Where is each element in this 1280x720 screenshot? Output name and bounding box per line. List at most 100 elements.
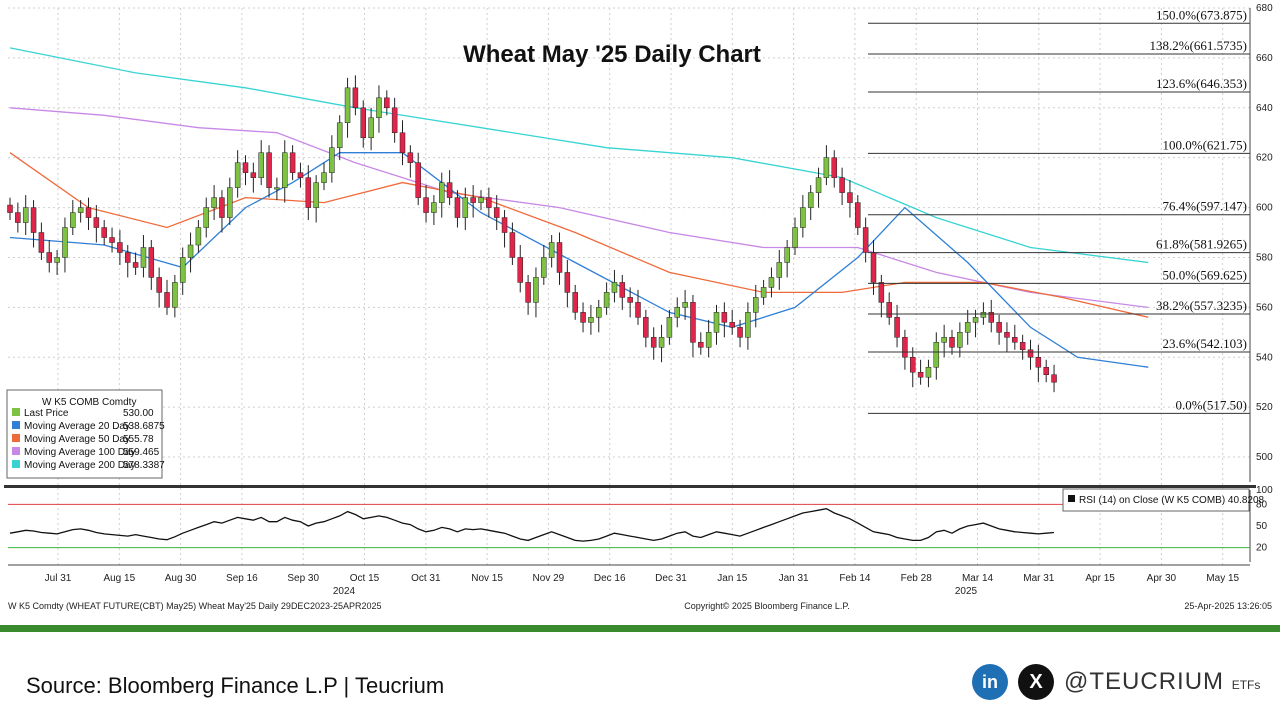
- x-tick-label: Feb 14: [839, 573, 871, 584]
- candle-body: [85, 207, 92, 218]
- candle-body: [972, 317, 979, 323]
- candle-body: [431, 202, 437, 213]
- fib-level-label: 123.6%(646.353): [1156, 76, 1247, 91]
- y-tick-label: 520: [1256, 402, 1273, 413]
- x-tick-label: Oct 31: [411, 573, 441, 584]
- rsi-tick-label: 20: [1256, 543, 1268, 554]
- candle-body: [109, 237, 115, 243]
- candle-body: [242, 162, 249, 173]
- candle-body: [596, 307, 602, 318]
- candle-body: [132, 262, 139, 268]
- candle-body: [101, 227, 107, 238]
- candle-body: [478, 197, 484, 203]
- y-tick-label: 680: [1256, 3, 1273, 14]
- x-tick-label: Feb 28: [901, 573, 933, 584]
- candle-body: [941, 337, 947, 343]
- x-tick-label: Nov 29: [533, 573, 565, 584]
- fib-level-label: 138.2%(661.5735): [1150, 38, 1248, 53]
- fib-level-label: 76.4%(597.147): [1163, 199, 1248, 214]
- moving-average-line: [9, 107, 1149, 309]
- y-tick-label: 580: [1256, 252, 1273, 263]
- candle-body: [768, 277, 775, 288]
- candle-body: [800, 207, 806, 228]
- candle-body: [737, 327, 743, 338]
- candle-body: [117, 242, 123, 253]
- candle-body: [753, 297, 759, 313]
- candle-body: [7, 204, 13, 213]
- candle-body: [690, 302, 696, 343]
- x-tick-label: Jan 31: [779, 573, 809, 584]
- candle-body: [266, 152, 272, 188]
- candle-body: [329, 147, 335, 173]
- rsi-tick-label: 50: [1256, 521, 1268, 532]
- candle-body: [917, 371, 924, 378]
- copyright-text: Copyright© 2025 Bloomberg Finance L.P.: [684, 601, 850, 611]
- fib-level-label: 50.0%(569.625): [1163, 267, 1248, 282]
- handle-suffix: ETFs: [1231, 678, 1261, 692]
- fib-level-label: 38.2%(557.3235): [1156, 298, 1247, 313]
- social-links: in X @TEUCRIUM ETFs: [972, 664, 1260, 700]
- candle-body: [588, 317, 594, 323]
- candle-body: [855, 202, 861, 228]
- fib-level-label: 150.0%(673.875): [1156, 7, 1247, 22]
- candle-body: [250, 172, 257, 178]
- candle-body: [22, 207, 29, 223]
- candle-body: [509, 232, 516, 258]
- candle-body: [352, 87, 359, 109]
- teucrium-handle[interactable]: @TEUCRIUM ETFs: [1064, 668, 1260, 696]
- candle-body: [407, 152, 414, 163]
- candle-body: [823, 157, 830, 178]
- x-tick-label: Apr 15: [1085, 573, 1115, 584]
- x-tick-label: Jul 31: [45, 573, 72, 584]
- candle-body: [1051, 374, 1057, 383]
- candle-body: [313, 182, 319, 208]
- x-icon[interactable]: X: [1018, 664, 1054, 700]
- legend-entry-name: Moving Average 50 Day: [24, 434, 130, 445]
- candle-body: [776, 262, 783, 278]
- linkedin-icon[interactable]: in: [972, 664, 1008, 700]
- candle-body: [219, 197, 225, 218]
- candle-body: [203, 207, 209, 228]
- candle-body: [446, 182, 453, 198]
- year-label: 2025: [955, 586, 978, 597]
- rsi-swatch: [1068, 495, 1075, 502]
- candle-body: [1012, 337, 1018, 343]
- candle-body: [384, 97, 390, 109]
- candle-body: [541, 257, 547, 278]
- price-candles: [7, 75, 1057, 393]
- candle-body: [93, 217, 100, 228]
- fib-level-label: 0.0%(517.50): [1176, 397, 1248, 412]
- rsi-line: [9, 508, 1055, 542]
- candle-body: [156, 277, 162, 293]
- candle-body: [493, 207, 500, 218]
- legend-swatch: [12, 408, 20, 416]
- candle-body: [650, 337, 657, 348]
- candle-body: [533, 277, 539, 303]
- candle-body: [996, 322, 1002, 333]
- candle-body: [525, 282, 531, 303]
- legend-entry-name: Moving Average 100 Day: [24, 447, 136, 458]
- candle-body: [274, 187, 280, 190]
- x-tick-label: Nov 15: [471, 573, 503, 584]
- candle-body: [572, 292, 578, 313]
- x-tick-label: Sep 30: [287, 573, 319, 584]
- candle-body: [517, 257, 523, 283]
- panel-separator: [4, 485, 1256, 488]
- candle-body: [760, 287, 767, 298]
- candle-body: [344, 87, 351, 124]
- year-label: 2024: [333, 586, 356, 597]
- candle-body: [211, 197, 217, 208]
- candle-body: [140, 247, 147, 268]
- candle-body: [807, 192, 814, 208]
- chart-title: Wheat May '25 Daily Chart: [463, 41, 761, 68]
- candle-body: [705, 332, 712, 348]
- candle-body: [556, 242, 563, 273]
- candle-body: [957, 332, 963, 348]
- source-text: Source: Bloomberg Finance L.P | Teucrium: [26, 673, 445, 698]
- candle-body: [1004, 332, 1010, 338]
- candle-body: [580, 312, 586, 323]
- candle-body: [297, 172, 304, 178]
- candle-body: [227, 187, 233, 218]
- candle-body: [619, 282, 626, 298]
